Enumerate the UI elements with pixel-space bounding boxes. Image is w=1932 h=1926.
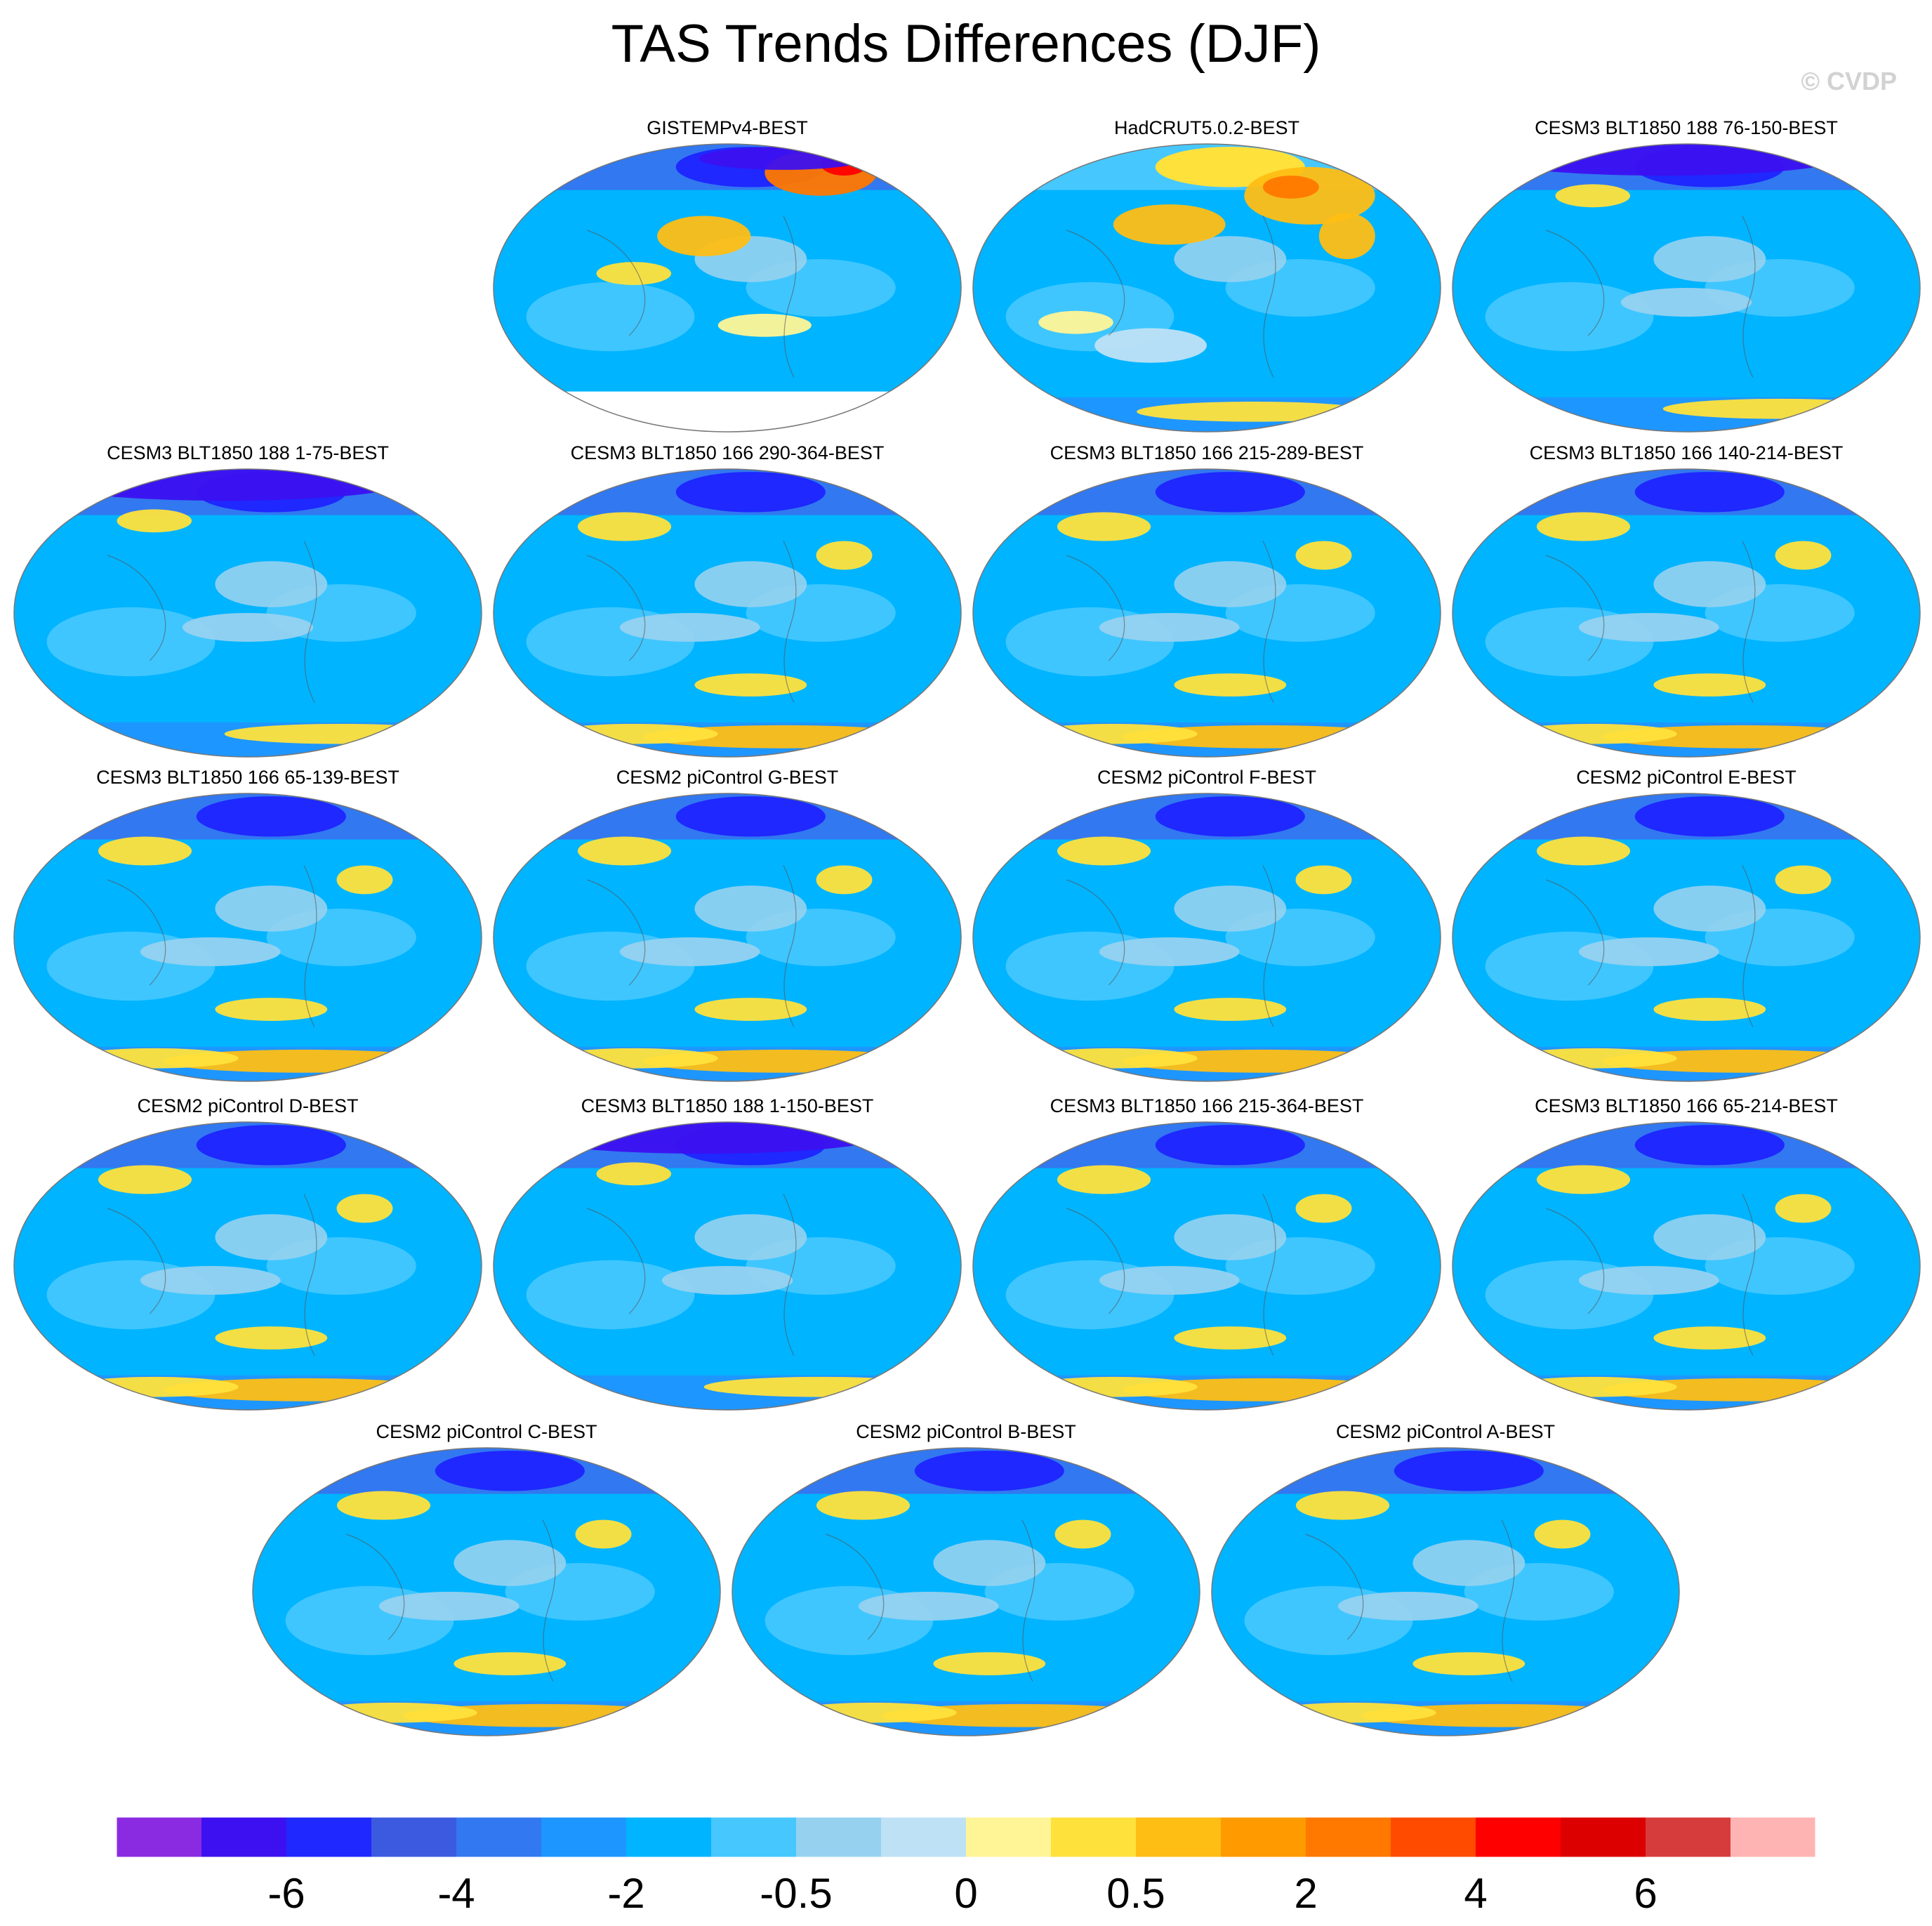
panel-title: CESM3 BLT1850 188 76-150-BEST	[1535, 117, 1838, 138]
map-panel: CESM3 BLT1850 166 65-139-BEST	[13, 767, 482, 1082]
map-panel: CESM3 BLT1850 188 76-150-BEST	[1452, 117, 1921, 433]
map-field	[253, 1448, 720, 1736]
panel-title: GISTEMPv4-BEST	[647, 117, 808, 138]
colorbar-bin	[1221, 1817, 1306, 1857]
map-field	[1453, 469, 1920, 757]
map-panel: CESM3 BLT1850 166 215-289-BEST	[972, 442, 1441, 758]
map-panel: HadCRUT5.0.2-BEST	[972, 117, 1441, 433]
map-field	[494, 469, 961, 757]
map-field	[14, 469, 482, 757]
panel-title: CESM2 piControl F-BEST	[1097, 767, 1316, 788]
panel-title: CESM3 BLT1850 188 1-75-BEST	[107, 442, 389, 463]
map-panel: CESM2 piControl B-BEST	[732, 1421, 1200, 1736]
colorbar-bin	[371, 1817, 457, 1857]
panel-title: CESM2 piControl C-BEST	[376, 1421, 597, 1442]
colorbar-bin	[1731, 1817, 1816, 1857]
colorbar: -6 -4 -2 -0.5 0 0.5 2 4 6	[116, 1816, 1816, 1917]
panel-title: CESM3 BLT1850 166 140-214-BEST	[1530, 442, 1844, 463]
colorbar-bin	[1561, 1817, 1646, 1857]
map-field	[1453, 144, 1920, 432]
panel-title: CESM3 BLT1850 166 65-139-BEST	[96, 767, 399, 788]
figure-title: TAS Trends Differences (DJF)	[611, 14, 1321, 74]
map-field	[1212, 1448, 1679, 1736]
map-panel: CESM2 piControl D-BEST	[13, 1095, 482, 1411]
colorbar-tick-label: 2	[1294, 1870, 1317, 1917]
map-panel: CESM3 BLT1850 166 215-364-BEST	[972, 1095, 1441, 1411]
colorbar-bin	[796, 1817, 882, 1857]
map-panel: CESM3 BLT1850 166 140-214-BEST	[1452, 442, 1921, 758]
map-panel: GISTEMPv4-BEST	[493, 117, 962, 433]
colorbar-tick-label: -6	[267, 1870, 305, 1917]
colorbar-bin	[541, 1817, 627, 1857]
map-field	[973, 144, 1441, 432]
colorbar-tick-label: 4	[1464, 1870, 1487, 1917]
map-panel: CESM3 BLT1850 188 1-75-BEST	[13, 442, 482, 758]
map-field	[14, 1122, 482, 1410]
panel-title: CESM3 BLT1850 166 215-289-BEST	[1050, 442, 1364, 463]
map-panel: CESM2 piControl G-BEST	[493, 767, 962, 1082]
map-field	[1453, 1122, 1920, 1410]
map-panel: CESM3 BLT1850 188 1-150-BEST	[493, 1095, 962, 1411]
colorbar-bin	[1136, 1817, 1222, 1857]
panel-title: CESM2 piControl B-BEST	[856, 1421, 1076, 1442]
map-field	[1453, 793, 1920, 1081]
colorbar-tick-label: -0.5	[760, 1870, 832, 1917]
panel-title: CESM2 piControl A-BEST	[1336, 1421, 1555, 1442]
colorbar-bin	[711, 1817, 797, 1857]
map-field	[494, 144, 961, 432]
colorbar-tick-label: -2	[607, 1870, 644, 1917]
colorbar-tick-label: 0.5	[1106, 1870, 1165, 1917]
panel-title: CESM3 BLT1850 166 65-214-BEST	[1535, 1095, 1838, 1116]
colorbar-bin	[966, 1817, 1052, 1857]
colorbar-tick-label: 0	[954, 1870, 977, 1917]
colorbar-bin	[1646, 1817, 1731, 1857]
map-field	[973, 469, 1441, 757]
map-field	[973, 793, 1441, 1081]
colorbar-bin	[1306, 1817, 1391, 1857]
map-field	[732, 1448, 1200, 1736]
colorbar-bin	[456, 1817, 542, 1857]
panel-title: CESM2 piControl G-BEST	[616, 767, 839, 788]
colorbar-tick-label: 6	[1634, 1870, 1657, 1917]
panel-title: HadCRUT5.0.2-BEST	[1114, 117, 1299, 138]
map-field	[973, 1122, 1441, 1410]
panel-title: CESM3 BLT1850 166 290-364-BEST	[571, 442, 885, 463]
panels: GISTEMPv4-BEST HadCRUT5.0.2-BEST CESM3 BLT…	[13, 117, 1921, 1736]
map-panel: CESM3 BLT1850 166 65-214-BEST	[1452, 1095, 1921, 1411]
panel-title: CESM2 piControl D-BEST	[137, 1095, 358, 1116]
colorbar-bin	[201, 1817, 287, 1857]
panel-title: CESM3 BLT1850 166 215-364-BEST	[1050, 1095, 1364, 1116]
colorbar-bin	[286, 1817, 372, 1857]
map-panel: CESM3 BLT1850 166 290-364-BEST	[493, 442, 962, 758]
colorbar-bin	[1391, 1817, 1476, 1857]
watermark: © CVDP	[1801, 67, 1897, 95]
colorbar-bin	[117, 1817, 202, 1857]
map-field	[14, 793, 482, 1081]
map-panel: CESM2 piControl A-BEST	[1211, 1421, 1680, 1736]
colorbar-bin	[1476, 1817, 1561, 1857]
colorbar-tick-label: -4	[437, 1870, 475, 1917]
panel-title: CESM3 BLT1850 188 1-150-BEST	[581, 1095, 874, 1116]
colorbar-bin	[1051, 1817, 1137, 1857]
map-field	[494, 793, 961, 1081]
colorbar-bin	[626, 1817, 712, 1857]
colorbar-bin	[881, 1817, 967, 1857]
map-panel: CESM2 piControl C-BEST	[252, 1421, 721, 1736]
map-panel: CESM2 piControl F-BEST	[972, 767, 1441, 1082]
map-panel: CESM2 piControl E-BEST	[1452, 767, 1921, 1082]
panel-title: CESM2 piControl E-BEST	[1576, 767, 1797, 788]
map-field	[494, 1122, 961, 1410]
